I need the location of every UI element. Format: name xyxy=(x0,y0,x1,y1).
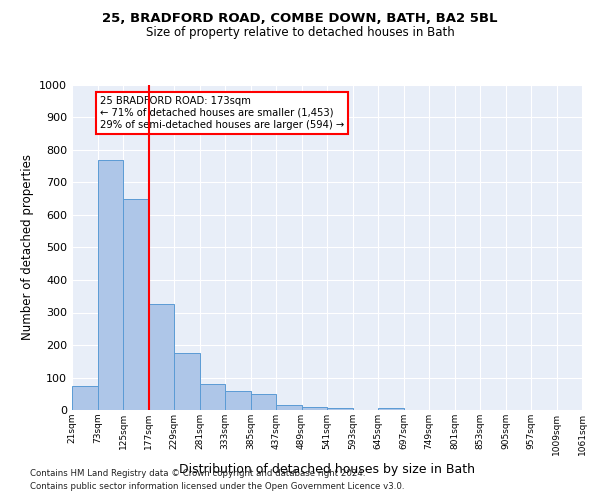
Bar xyxy=(72,386,97,410)
Text: 25, BRADFORD ROAD, COMBE DOWN, BATH, BA2 5BL: 25, BRADFORD ROAD, COMBE DOWN, BATH, BA2… xyxy=(102,12,498,26)
Bar xyxy=(327,408,353,410)
Bar xyxy=(149,304,174,410)
Text: Contains public sector information licensed under the Open Government Licence v3: Contains public sector information licen… xyxy=(30,482,404,491)
Text: Size of property relative to detached houses in Bath: Size of property relative to detached ho… xyxy=(146,26,454,39)
Bar xyxy=(174,353,199,410)
Bar xyxy=(97,160,123,410)
Text: 25 BRADFORD ROAD: 173sqm
← 71% of detached houses are smaller (1,453)
29% of sem: 25 BRADFORD ROAD: 173sqm ← 71% of detach… xyxy=(100,96,344,130)
X-axis label: Distribution of detached houses by size in Bath: Distribution of detached houses by size … xyxy=(179,463,475,476)
Y-axis label: Number of detached properties: Number of detached properties xyxy=(20,154,34,340)
Bar xyxy=(251,394,276,410)
Bar xyxy=(123,198,149,410)
Bar xyxy=(276,405,302,410)
Bar xyxy=(199,384,225,410)
Bar xyxy=(225,390,251,410)
Bar xyxy=(378,408,404,410)
Bar xyxy=(302,407,327,410)
Text: Contains HM Land Registry data © Crown copyright and database right 2024.: Contains HM Land Registry data © Crown c… xyxy=(30,468,365,477)
